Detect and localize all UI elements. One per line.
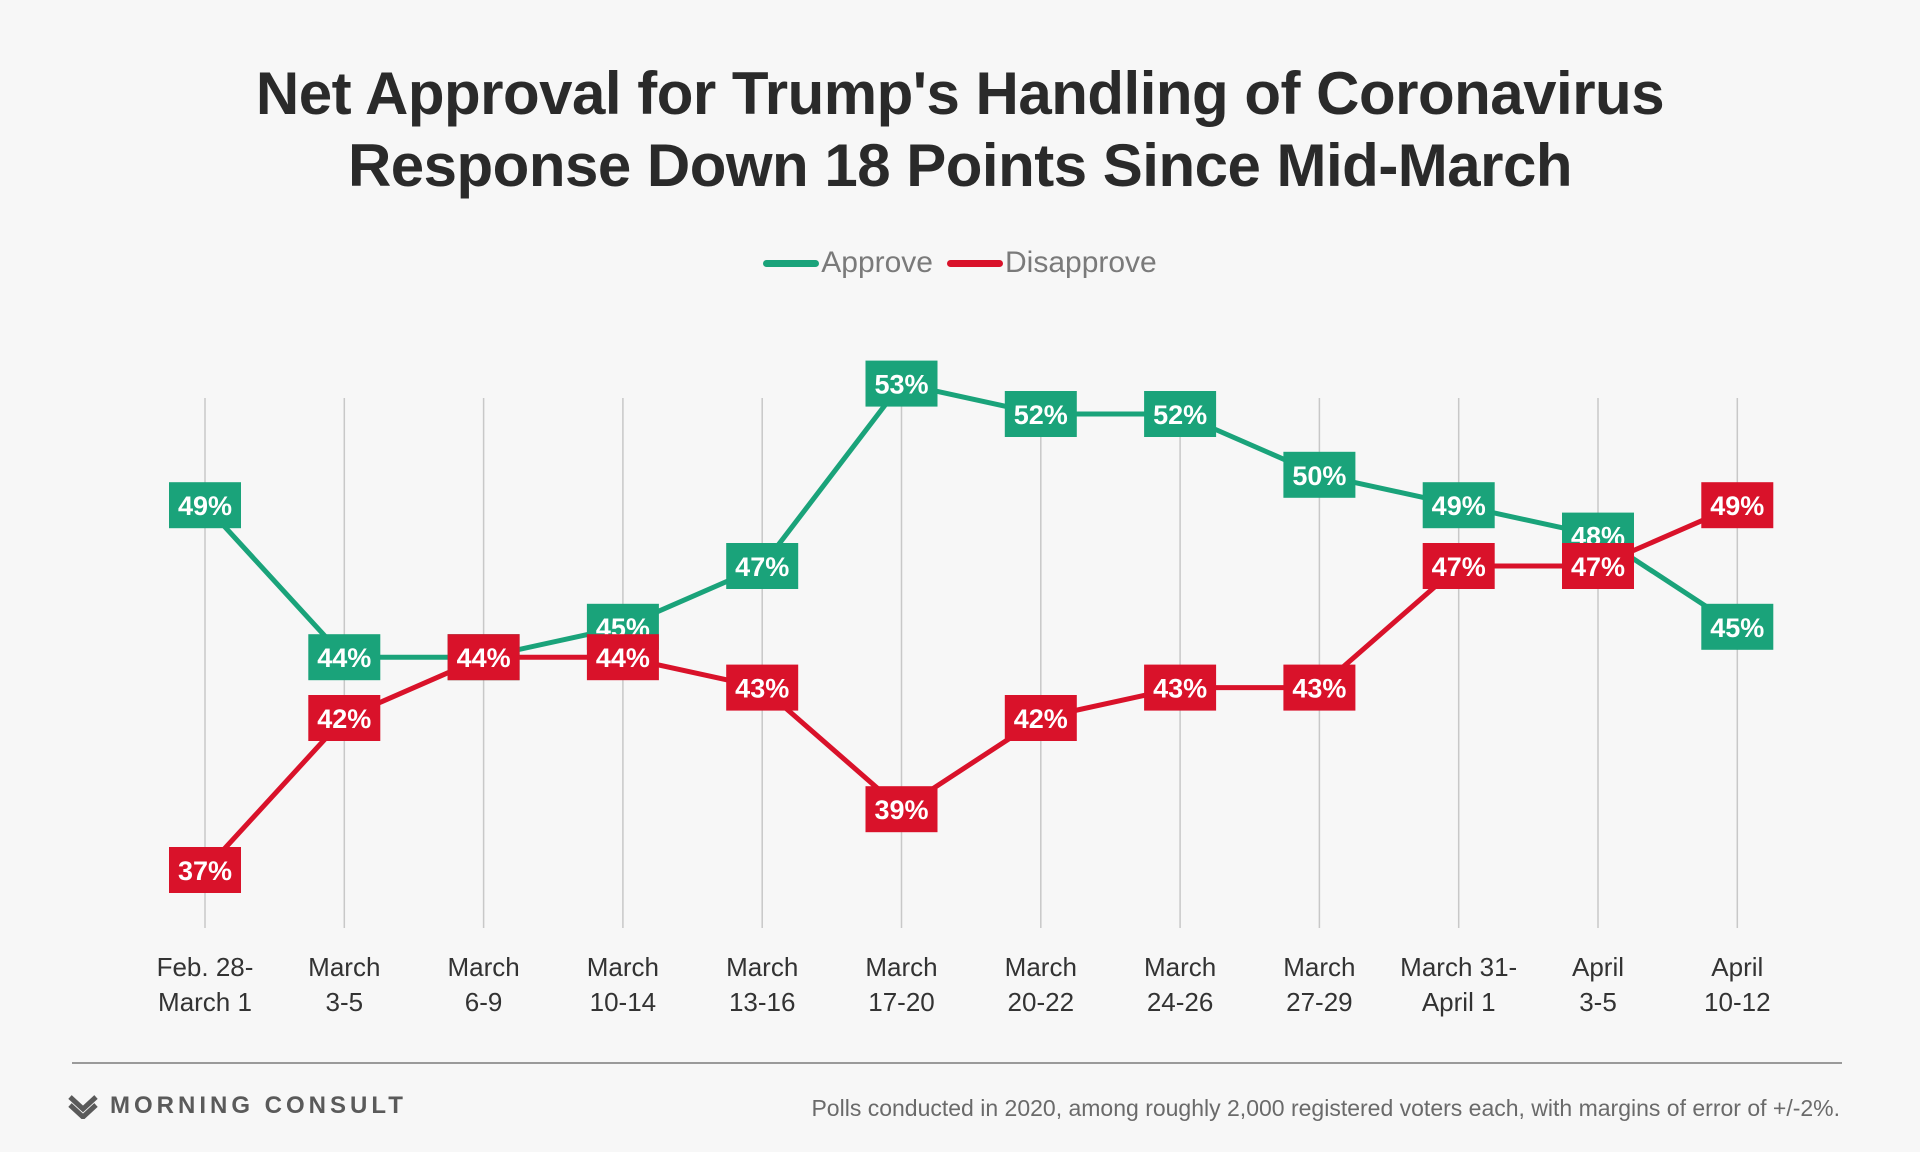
x-tick-label-4-0: March (726, 952, 798, 982)
morning-consult-logo: MORNING CONSULT (68, 1092, 407, 1120)
data-point-disapprove-1 (308, 695, 381, 741)
data-point-disapprove-7 (1144, 664, 1217, 711)
x-tick-label-3-1: 10-14 (590, 987, 657, 1017)
data-point-approve-8 (1283, 451, 1356, 498)
chart-title: Net Approval for Trump's Handling of Cor… (0, 58, 1920, 202)
x-tick-label-0-0: Feb. 28- (157, 952, 254, 982)
data-point-approve-4 (726, 543, 799, 589)
data-point-disapprove-5 (865, 786, 938, 833)
legend-swatch-approve (763, 259, 820, 267)
data-point-approve-11 (1701, 603, 1774, 650)
data-point-disapprove-10 (1562, 543, 1634, 589)
source-note: Polls conducted in 2020, among roughly 2… (811, 1095, 1840, 1121)
data-point-approve-9 (1422, 482, 1495, 529)
data-label-disapprove-5: 39% (874, 795, 928, 825)
x-tick-label-7-1: 24-26 (1147, 987, 1214, 1017)
x-tick-label-11-1: 10-12 (1704, 987, 1771, 1017)
data-label-disapprove-6: 42% (1014, 704, 1068, 734)
data-point-approve-5 (865, 360, 938, 407)
data-label-approve-7: 52% (1153, 400, 1207, 430)
x-tick-label-2-0: March (447, 952, 519, 982)
brand-name: MORNING CONSULT (110, 1092, 407, 1119)
mc-logo-icon (68, 1095, 98, 1119)
data-label-approve-9: 49% (1432, 491, 1486, 521)
data-point-disapprove-0 (169, 847, 241, 893)
legend: Approve Disapprove (0, 246, 1920, 280)
x-tick-label-4-1: 13-16 (729, 987, 796, 1017)
data-label-disapprove-11: 49% (1710, 491, 1764, 521)
data-label-approve-8: 50% (1292, 461, 1346, 491)
x-tick-label-3-0: March (587, 952, 659, 982)
data-point-disapprove-6 (1004, 695, 1077, 741)
title-line-1: Net Approval for Trump's Handling of Cor… (255, 60, 1665, 127)
legend-label-disapprove: Disapprove (1005, 246, 1157, 279)
data-point-disapprove-4 (726, 664, 799, 711)
series-line-approve (203, 381, 1739, 660)
data-point-disapprove-9 (1422, 543, 1495, 589)
data-label-disapprove-4: 43% (735, 674, 789, 704)
x-tick-label-6-0: March (1005, 952, 1077, 982)
x-tick-label-10-1: 3-5 (1579, 987, 1617, 1017)
data-point-approve-0 (169, 482, 241, 529)
data-label-disapprove-10: 47% (1571, 552, 1625, 582)
data-point-approve-7 (1144, 391, 1217, 437)
title-line-2: Response Down 18 Points Since Mid-March (347, 132, 1573, 199)
legend-swatch-disapprove (947, 259, 1003, 267)
x-tick-label-5-1: 17-20 (868, 987, 935, 1017)
data-label-approve-5: 53% (874, 370, 928, 400)
data-point-approve-1 (308, 634, 381, 681)
x-tick-label-11-0: April (1711, 952, 1763, 982)
data-point-disapprove-8 (1283, 664, 1356, 711)
x-tick-label-9-0: March 31- (1400, 952, 1517, 982)
data-point-disapprove-2 (447, 634, 520, 681)
data-label-disapprove-7: 43% (1153, 674, 1207, 704)
data-label-disapprove-1: 42% (317, 704, 371, 734)
data-point-approve-6 (1004, 391, 1077, 437)
legend-item-disapprove: Disapprove (947, 246, 1157, 280)
x-tick-label-6-1: 20-22 (1008, 987, 1075, 1017)
x-tick-label-8-1: 27-29 (1286, 987, 1353, 1017)
data-label-disapprove-2: 44% (457, 643, 511, 673)
legend-label-approve: Approve (821, 246, 933, 279)
x-tick-label-1-1: 3-5 (326, 987, 364, 1017)
x-tick-label-1-0: March (308, 952, 380, 982)
legend-item-approve: Approve (763, 246, 933, 280)
x-tick-label-5-0: March (865, 952, 937, 982)
data-label-approve-11: 45% (1710, 613, 1764, 643)
series-line-disapprove (203, 502, 1739, 872)
x-tick-label-2-1: 6-9 (465, 987, 503, 1017)
data-label-approve-6: 52% (1014, 400, 1068, 430)
data-label-approve-1: 44% (317, 643, 371, 673)
x-tick-label-10-0: April (1572, 952, 1624, 982)
data-point-disapprove-3 (586, 634, 659, 681)
footer-divider (72, 1062, 1842, 1064)
x-tick-label-7-0: March (1144, 952, 1216, 982)
data-label-approve-0: 49% (178, 491, 232, 521)
data-label-approve-4: 47% (735, 552, 789, 582)
data-label-disapprove-8: 43% (1292, 674, 1346, 704)
x-tick-label-9-1: April 1 (1422, 987, 1496, 1017)
data-point-disapprove-11 (1701, 482, 1774, 529)
data-label-disapprove-9: 47% (1432, 552, 1486, 582)
data-label-disapprove-3: 44% (596, 643, 650, 673)
x-tick-label-0-1: March 1 (158, 987, 252, 1017)
x-tick-label-8-0: March (1283, 952, 1355, 982)
data-label-disapprove-0: 37% (178, 856, 232, 886)
